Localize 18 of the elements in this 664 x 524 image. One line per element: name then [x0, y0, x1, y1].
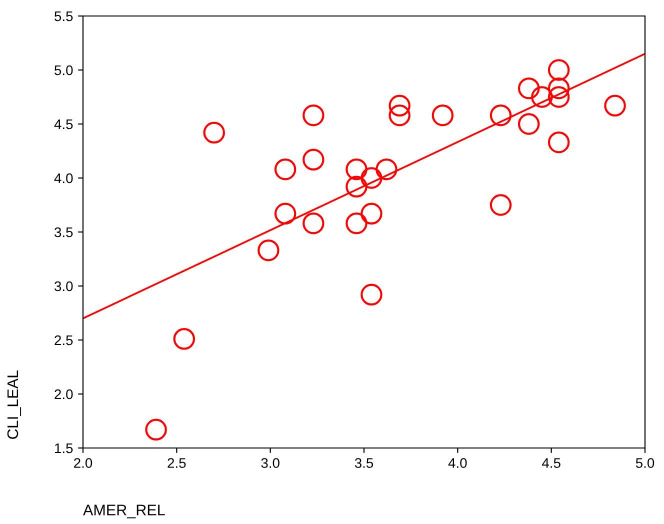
y-tick-label: 2.5	[54, 335, 73, 346]
x-tick-label: 3.0	[261, 458, 280, 468]
x-tick-label: 2.5	[168, 458, 186, 468]
y-tick-label: 4.5	[54, 119, 73, 130]
y-tick-label: 3.5	[54, 227, 73, 238]
y-tick-label: 5.0	[54, 65, 73, 76]
y-tick-label: 4.0	[54, 173, 73, 184]
x-tick-label: 4.5	[542, 458, 560, 468]
x-tick-label: 5.0	[636, 458, 654, 468]
y-tick-label: 1.5	[55, 443, 73, 454]
x-tick-label: 3.5	[354, 458, 374, 468]
x-axis-title: AMER_REL	[83, 504, 165, 518]
y-tick-label: 3.0	[54, 281, 73, 292]
x-tick-label: 2.0	[74, 458, 92, 468]
y-tick-label: 2.0	[54, 389, 73, 400]
x-tick-label: 4.0	[448, 458, 467, 468]
y-axis-title: CLI_LEAL	[7, 370, 22, 439]
y-tick-label: 5.5	[54, 11, 73, 22]
